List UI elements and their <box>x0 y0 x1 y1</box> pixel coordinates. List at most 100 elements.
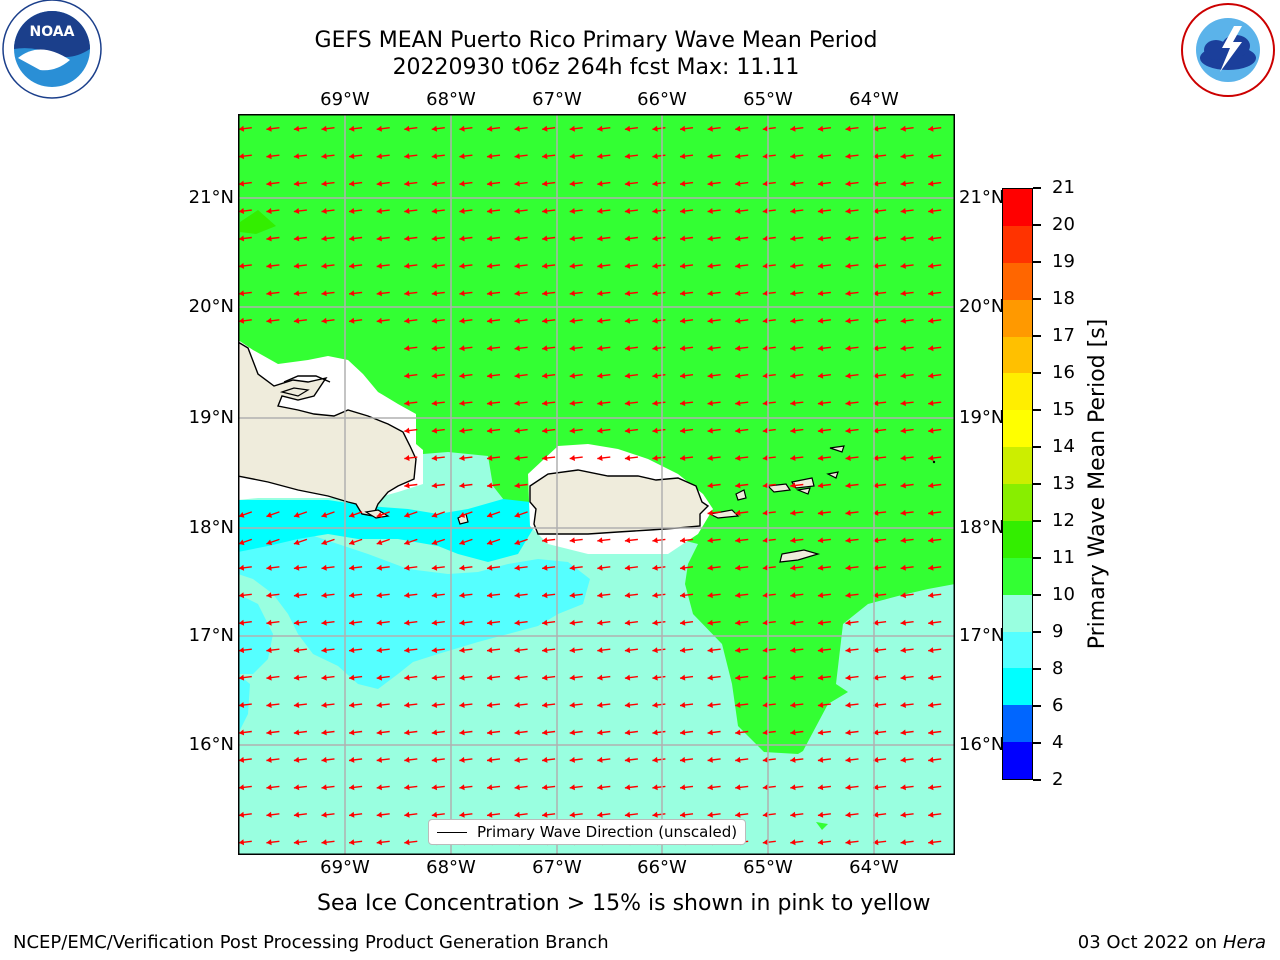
wave-arrow-head <box>376 756 382 763</box>
wave-arrow-head <box>680 537 686 544</box>
wave-arrow-head <box>349 125 355 132</box>
wave-arrow-head <box>735 262 741 269</box>
wave-arrow-head <box>542 537 548 544</box>
wave-arrow-head <box>404 512 410 518</box>
wave-arrow-head <box>404 539 410 546</box>
lat-label-left: 18°N <box>188 517 234 538</box>
wave-arrow-head <box>542 674 548 681</box>
wave-arrow-head <box>817 208 824 214</box>
wave-arrow-head <box>790 756 796 763</box>
wave-arrow-head <box>238 290 245 297</box>
wave-arrow-head <box>900 811 906 818</box>
colorbar-tick-mark <box>1033 742 1041 744</box>
wave-arrow-head <box>514 180 520 187</box>
wave-arrow-head <box>624 729 631 736</box>
wave-arrow-head <box>900 180 906 187</box>
wave-arrow-head <box>266 756 272 763</box>
wave-arrow-head <box>735 345 741 352</box>
wave-arrow-head <box>569 592 575 599</box>
wave-arrow-head <box>597 372 603 379</box>
wave-arrow-head <box>321 235 327 242</box>
wave-arrow-head <box>431 674 438 681</box>
wave-arrow-head <box>680 455 686 461</box>
wave-arrow-head <box>845 180 851 187</box>
wave-arrow-head <box>900 153 906 160</box>
wave-arrow-head <box>707 208 713 214</box>
wave-arrow-head <box>238 647 245 654</box>
wave-arrow-head <box>293 153 300 160</box>
wave-arrow-head <box>624 400 631 407</box>
wave-arrow-head <box>624 674 631 681</box>
wave-arrow-head <box>597 756 603 763</box>
wave-arrow-head <box>873 702 879 708</box>
wave-arrow-head <box>652 811 658 818</box>
wave-arrow-head <box>652 153 658 160</box>
wave-arrow-head <box>735 153 741 160</box>
wave-arrow-head <box>459 208 465 214</box>
wave-arrow-head <box>652 702 658 708</box>
wave-arrow-head <box>817 756 824 763</box>
wave-arrow-head <box>293 262 300 269</box>
wave-arrow-head <box>376 235 382 242</box>
wave-arrow-head <box>928 729 934 736</box>
wave-arrow-head <box>680 317 686 324</box>
wave-arrow-head <box>597 290 603 297</box>
wave-arrow-head <box>762 674 769 681</box>
wave-arrow-head <box>762 180 769 187</box>
wave-arrow-head <box>404 647 410 654</box>
wave-arrow-head <box>928 674 934 681</box>
lon-label-top: 69°W <box>320 89 370 110</box>
wave-arrow-head <box>762 208 769 214</box>
wave-arrow-head <box>266 564 272 571</box>
wave-arrow-head <box>238 208 245 214</box>
wave-arrow-head <box>790 784 796 791</box>
wave-arrow-head <box>928 455 934 461</box>
wave-arrow-head <box>514 647 520 654</box>
wave-arrow-head <box>624 564 631 571</box>
colorbar-tick-label: 17 <box>1052 325 1075 346</box>
wave-arrow-head <box>542 153 548 160</box>
wave-arrow-head <box>404 427 410 434</box>
wave-arrow-head <box>487 482 493 489</box>
wave-arrow-head <box>707 180 713 187</box>
wave-arrow-head <box>680 208 686 214</box>
wave-arrow-head <box>735 317 741 324</box>
wave-arrow-head <box>873 839 879 846</box>
wave-arrow-head <box>900 619 906 626</box>
wave-arrow-head <box>349 619 355 626</box>
wave-arrow-head <box>293 729 300 736</box>
wave-arrow-head <box>873 125 879 132</box>
wave-arrow-head <box>624 811 631 818</box>
wave-arrow-head <box>845 235 851 242</box>
wave-arrow-head <box>680 400 686 407</box>
wave-arrow-head <box>569 262 575 269</box>
wave-arrow-head <box>487 619 493 626</box>
wave-arrow-head <box>928 208 934 214</box>
wave-arrow-head <box>817 482 824 489</box>
wave-arrow-head <box>293 290 300 297</box>
wave-arrow-head <box>404 345 410 352</box>
wave-arrow-head <box>790 372 796 379</box>
wave-arrow-head <box>293 784 300 791</box>
wave-arrow-head <box>845 564 851 571</box>
wave-arrow-head <box>321 180 327 187</box>
wave-arrow-head <box>762 729 769 736</box>
wave-arrow-head <box>873 674 879 681</box>
period-8-9-region <box>238 514 590 689</box>
wave-arrow-head <box>487 592 493 599</box>
wave-arrow-head <box>680 647 686 654</box>
lat-label-left: 21°N <box>188 187 234 208</box>
wave-arrow-head <box>707 345 713 352</box>
wave-arrow-head <box>762 839 769 846</box>
wave-arrow-head <box>845 537 851 544</box>
wave-arrow-head <box>762 317 769 324</box>
wave-arrow-head <box>817 125 824 132</box>
wave-arrow-head <box>597 702 603 708</box>
wave-arrow-head <box>487 345 493 352</box>
wave-arrow-head <box>404 317 410 324</box>
wave-arrow-head <box>707 784 713 791</box>
wave-arrow-head <box>238 125 245 132</box>
wave-arrow-head <box>873 290 879 297</box>
wave-arrow-head <box>652 208 658 214</box>
wave-arrow-head <box>542 125 548 132</box>
